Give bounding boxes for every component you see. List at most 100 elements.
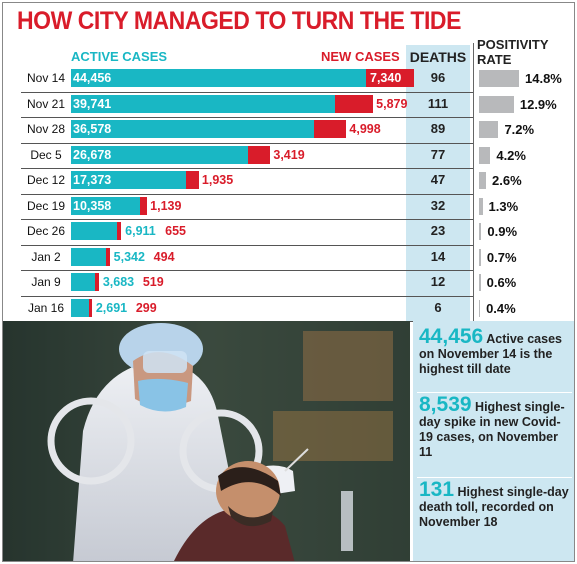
active-cases-value: 44,456 [73,71,112,85]
active-cases-value: 3,683 [102,275,135,289]
deaths-value: 6 [434,299,442,315]
deaths-value: 96 [430,70,446,85]
positivity-header: POSITIVITY RATE [477,37,549,67]
positivity-bar [479,95,514,113]
active-cases-value: 2,691 [95,300,128,315]
row-date-label: Dec 5 [30,147,62,162]
row-date-label: Jan 16 [27,300,65,315]
row-date-label: Dec 26 [26,224,66,238]
positivity-bar [479,274,481,291]
positivity-bar [479,70,519,87]
new-cases-value: 3,419 [273,147,305,162]
active-cases-bar [71,196,140,215]
new-cases-value: 1,139 [150,198,182,213]
new-cases-bar [248,145,271,164]
new-cases-value: 519 [142,275,164,289]
active-cases-bar [71,171,187,189]
active-cases-bar [71,247,107,266]
deaths-value: 32 [430,197,446,213]
new-cases-bar [116,222,122,240]
fact-death-toll: 131 Highest single-day death toll, recor… [419,479,571,530]
row-date-label: Nov 21 [26,96,66,111]
fact-active-cases: 44,456 Active cases on November 14 is th… [419,326,571,377]
row-divider [21,168,473,169]
positivity-value: 0.6% [486,275,517,290]
active-cases-value: 39,741 [73,96,112,111]
positivity-bar [479,248,481,266]
new-cases-bar [139,196,148,215]
active-cases-bar [71,298,89,317]
photo-illustration [3,321,410,561]
fact-new-cases-number: 8,539 [419,393,472,416]
positivity-bar [479,299,481,317]
row-divider [21,295,473,297]
row-divider [21,270,473,271]
active-cases-value: 6,911 [125,224,156,238]
new-cases-header: NEW CASES [321,49,400,64]
new-cases-bar [88,298,92,317]
active-cases-bar [71,273,96,291]
positivity-value: 14.8% [525,71,562,86]
photo-health-worker-swab-test [3,321,410,561]
row-divider [21,91,473,93]
active-cases-value: 26,678 [73,147,112,162]
new-cases-bar [313,120,347,138]
active-cases-bar [71,69,366,87]
new-cases-bar [186,171,199,189]
row-divider [21,219,473,220]
fact-active-cases-number: 44,456 [419,325,484,348]
active-cases-bar [71,94,335,113]
deaths-value: 12 [430,274,446,289]
new-cases-value: 655 [165,224,186,238]
row-divider [21,117,473,118]
row-divider [21,193,473,195]
positivity-header-line1: POSITIVITY [477,37,549,52]
positivity-value: 0.7% [486,249,517,265]
deaths-column-background [406,45,470,321]
deaths-header: DEATHS [409,49,467,65]
new-cases-bar [366,69,414,87]
positivity-value: 0.4% [486,300,516,316]
active-cases-header: ACTIVE CASES [71,49,168,64]
key-facts-panel: 44,456 Active cases on November 14 is th… [413,321,574,561]
positivity-header-line2: RATE [477,52,512,67]
row-date-label: Nov 28 [26,122,66,136]
deaths-value: 47 [430,172,446,187]
new-cases-value: 1,935 [201,173,234,187]
positivity-value: 0.9% [487,224,518,239]
chart-title: HOW CITY MANAGED TO TURN THE TIDE [17,7,461,35]
row-divider [21,142,473,144]
row-date-label: Jan 2 [31,249,61,264]
positivity-value: 4.2% [496,147,526,163]
positivity-value: 1.3% [488,198,519,214]
active-cases-value: 17,373 [73,173,112,187]
row-date-label: Dec 12 [26,173,66,187]
fact-active-cases-text: Active cases on November 14 is the highe… [419,332,562,376]
deaths-value: 14 [430,248,446,264]
fact-separator [417,392,572,393]
active-cases-bar [71,222,117,240]
new-cases-bar [334,94,374,113]
positivity-bar [479,197,483,215]
new-cases-value: 4,998 [349,122,381,136]
fact-new-cases-spike: 8,539 Highest single-day spike in new Co… [419,394,571,460]
fact-death-toll-number: 131 [419,478,455,501]
fact-new-cases-text: Highest single-day spike in new Covid-19… [419,400,565,459]
deaths-value: 111 [427,95,449,111]
active-cases-value: 5,342 [113,249,145,264]
new-cases-value: 5,879 [376,96,408,111]
active-cases-bar [71,145,249,164]
deaths-value: 23 [430,223,446,238]
new-cases-value: 7,340 [370,71,402,85]
new-cases-bar [95,273,99,291]
new-cases-bar [106,247,110,266]
new-cases-value: 299 [135,300,157,315]
active-cases-value: 36,578 [73,122,112,136]
fact-death-toll-text: Highest single-day death toll, recorded … [419,485,569,529]
positivity-bar [479,146,491,164]
deaths-value: 77 [430,146,446,162]
positivity-divider [473,43,474,321]
positivity-value: 12.9% [519,96,557,112]
positivity-bar [479,172,487,189]
